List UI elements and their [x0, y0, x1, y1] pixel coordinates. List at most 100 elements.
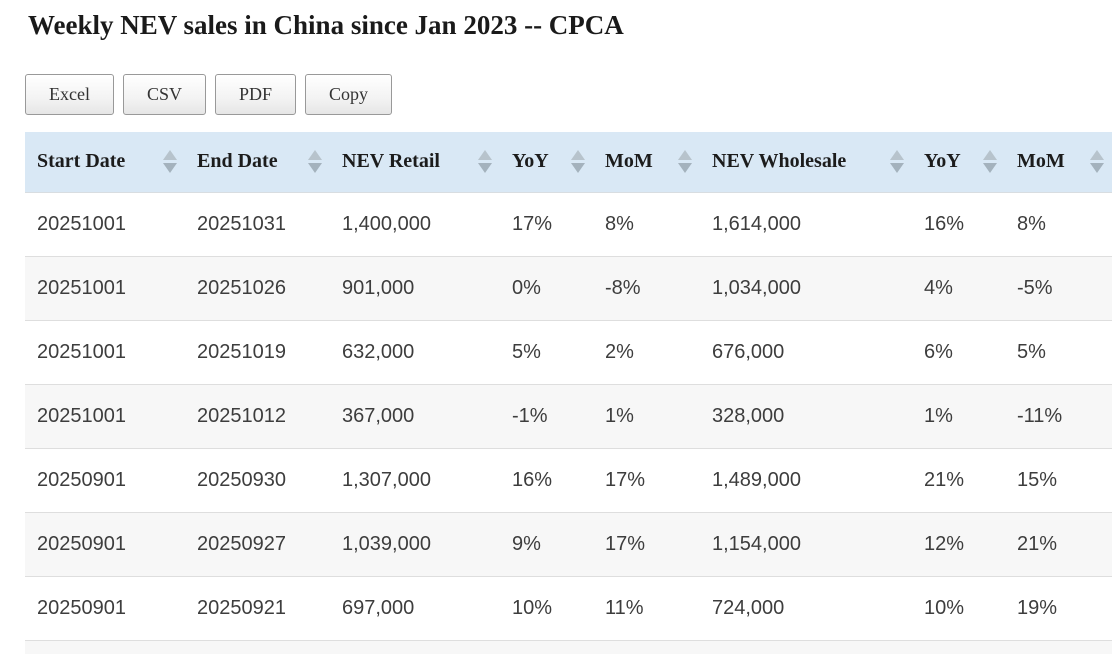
- table-cell: 20250901: [25, 448, 185, 513]
- column-header-label: MoM: [605, 150, 653, 173]
- sort-asc-icon: [1090, 150, 1104, 161]
- table-cell: 20251031: [185, 192, 330, 257]
- table-cell: -1%: [500, 384, 593, 449]
- table-cell: 1,614,000: [700, 192, 912, 257]
- table-cell: 10%: [500, 576, 593, 641]
- table-cell: 12%: [912, 512, 1005, 577]
- sort-asc-icon: [571, 150, 585, 161]
- table-cell: 5%: [1005, 320, 1112, 385]
- table-cell: 20251001: [25, 256, 185, 321]
- sort-asc-icon: [478, 150, 492, 161]
- column-header-label: End Date: [197, 150, 278, 173]
- column-header-mom-4[interactable]: MoM: [593, 132, 700, 193]
- sort-desc-icon: [1090, 163, 1104, 174]
- table-header: Start Date End Date NEV Retail YoY MoM NEV Wh…: [25, 132, 1112, 193]
- table-cell: [25, 640, 185, 654]
- copy-button[interactable]: Copy: [305, 74, 393, 115]
- sort-desc-icon: [678, 163, 692, 174]
- table-cell: 19%: [1005, 576, 1112, 641]
- table-cell: 20251019: [185, 320, 330, 385]
- table-cell: 328,000: [700, 384, 912, 449]
- table-cell: 367,000: [330, 384, 500, 449]
- table-cell: 20251001: [25, 192, 185, 257]
- table-cell: 632,000: [330, 320, 500, 385]
- table-row: 20250901 20250921 697,000 10% 11% 724,000 10% 1…: [25, 576, 1112, 641]
- column-header-yoy-3[interactable]: YoY: [500, 132, 593, 193]
- sort-arrows-icon: [571, 150, 585, 174]
- csv-export-button[interactable]: CSV: [122, 74, 206, 115]
- table-row: 20251001 20251019 632,000 5% 2% 676,000 6% 5%: [25, 320, 1112, 385]
- table-cell: 697,000: [330, 576, 500, 641]
- table-cell: 1,307,000: [330, 448, 500, 513]
- table-row: 20250901 20250927 1,039,000 9% 17% 1,154,000 1…: [25, 512, 1112, 577]
- column-header-label: NEV Wholesale: [712, 150, 847, 173]
- excel-export-button[interactable]: Excel: [25, 74, 114, 115]
- table-cell: [700, 640, 912, 654]
- sort-asc-icon: [890, 150, 904, 161]
- table-row: 20251001 20251012 367,000 -1% 1% 328,000 1% -11…: [25, 384, 1112, 449]
- column-header-end-date-1[interactable]: End Date: [185, 132, 330, 193]
- table-cell: 21%: [912, 448, 1005, 513]
- table-cell: 20250921: [185, 576, 330, 641]
- table-cell: 724,000: [700, 576, 912, 641]
- sort-desc-icon: [478, 163, 492, 174]
- export-toolbar: Excel CSV PDF Copy: [25, 74, 1119, 115]
- table-cell: [593, 640, 700, 654]
- table-cell: 20250930: [185, 448, 330, 513]
- table-cell: -5%: [1005, 256, 1112, 321]
- sort-asc-icon: [983, 150, 997, 161]
- table-cell: 1,154,000: [700, 512, 912, 577]
- sort-asc-icon: [308, 150, 322, 161]
- page-title: Weekly NEV sales in China since Jan 2023…: [28, 10, 624, 40]
- sort-arrows-icon: [308, 150, 322, 174]
- table-cell: 2%: [593, 320, 700, 385]
- pdf-export-button[interactable]: PDF: [215, 74, 297, 115]
- table-cell: 5%: [500, 320, 593, 385]
- table-cell: -11%: [1005, 384, 1112, 449]
- column-header-label: YoY: [924, 150, 961, 173]
- table-row: 20250901 20250930 1,307,000 16% 17% 1,489,000…: [25, 448, 1112, 513]
- column-header-nev-wholesale-5[interactable]: NEV Wholesale: [700, 132, 912, 193]
- column-header-label: MoM: [1017, 150, 1065, 173]
- table-cell: 20251026: [185, 256, 330, 321]
- table-body: 20251001 20251031 1,400,000 17% 8% 1,614,000 1…: [25, 192, 1112, 654]
- table-header-row: Start Date End Date NEV Retail YoY MoM NEV Wh…: [25, 132, 1112, 193]
- nev-sales-table: Start Date End Date NEV Retail YoY MoM NEV Wh…: [25, 132, 1112, 654]
- table-cell: 10%: [912, 576, 1005, 641]
- table-row-partial: [25, 640, 1112, 654]
- table-cell: 6%: [912, 320, 1005, 385]
- table-cell: 17%: [593, 512, 700, 577]
- column-header-mom-7[interactable]: MoM: [1005, 132, 1112, 193]
- column-header-yoy-6[interactable]: YoY: [912, 132, 1005, 193]
- sort-arrows-icon: [983, 150, 997, 174]
- table-cell: 1,039,000: [330, 512, 500, 577]
- column-header-nev-retail-2[interactable]: NEV Retail: [330, 132, 500, 193]
- table-cell: 4%: [912, 256, 1005, 321]
- sort-arrows-icon: [478, 150, 492, 174]
- table-cell: 1%: [912, 384, 1005, 449]
- table-cell: [1005, 640, 1112, 654]
- table-cell: 17%: [593, 448, 700, 513]
- sort-arrows-icon: [678, 150, 692, 174]
- table-cell: 1,489,000: [700, 448, 912, 513]
- sort-arrows-icon: [1090, 150, 1104, 174]
- sort-asc-icon: [678, 150, 692, 161]
- table-cell: 21%: [1005, 512, 1112, 577]
- table-cell: 901,000: [330, 256, 500, 321]
- table-cell: 9%: [500, 512, 593, 577]
- table-cell: 20251001: [25, 384, 185, 449]
- table-cell: 20250927: [185, 512, 330, 577]
- table-cell: 16%: [500, 448, 593, 513]
- sort-arrows-icon: [890, 150, 904, 174]
- table-cell: 0%: [500, 256, 593, 321]
- table-cell: 8%: [1005, 192, 1112, 257]
- table-cell: 15%: [1005, 448, 1112, 513]
- table-row: 20251001 20251031 1,400,000 17% 8% 1,614,000 1…: [25, 192, 1112, 257]
- table-row: 20251001 20251026 901,000 0% -8% 1,034,000 4% -…: [25, 256, 1112, 321]
- table-cell: [912, 640, 1005, 654]
- table-cell: -8%: [593, 256, 700, 321]
- sort-asc-icon: [163, 150, 177, 161]
- column-header-start-date-0[interactable]: Start Date: [25, 132, 185, 193]
- sort-desc-icon: [308, 163, 322, 174]
